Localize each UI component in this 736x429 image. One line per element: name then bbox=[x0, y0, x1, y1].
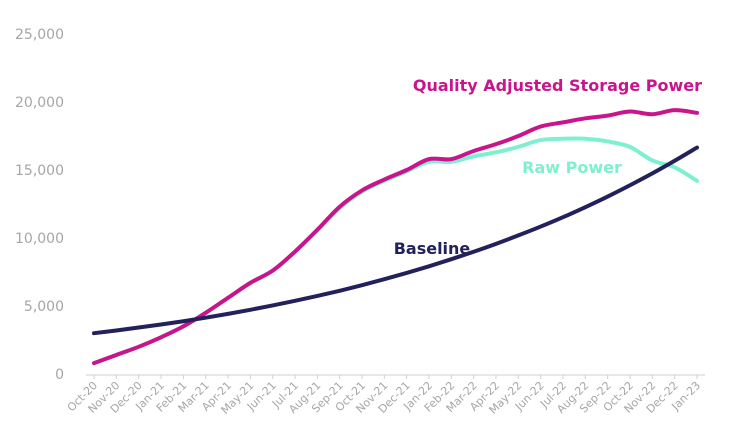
series-line-quality-adjusted-storage-power bbox=[92, 108, 699, 366]
y-tick-label: 20,000 bbox=[15, 95, 64, 111]
y-tick-label: 15,000 bbox=[15, 163, 64, 179]
x-axis: Oct-20Nov-20Dec-20Jan-21Feb-21Mar-21Apr-… bbox=[65, 374, 705, 417]
y-tick-label: 0 bbox=[55, 367, 64, 383]
series-label-baseline: Baseline bbox=[394, 239, 471, 258]
y-tick-label: 10,000 bbox=[15, 231, 64, 247]
y-axis: 0 5,000 10,000 15,000 20,000 25,000 bbox=[15, 27, 64, 383]
series-label-raw-power: Raw Power bbox=[522, 158, 622, 177]
series-line-baseline bbox=[92, 145, 699, 336]
series-lines bbox=[92, 108, 699, 366]
y-tick-label: 25,000 bbox=[15, 27, 64, 43]
y-tick-label: 5,000 bbox=[24, 299, 64, 315]
series-label-quality-adjusted: Quality Adjusted Storage Power bbox=[413, 76, 702, 95]
